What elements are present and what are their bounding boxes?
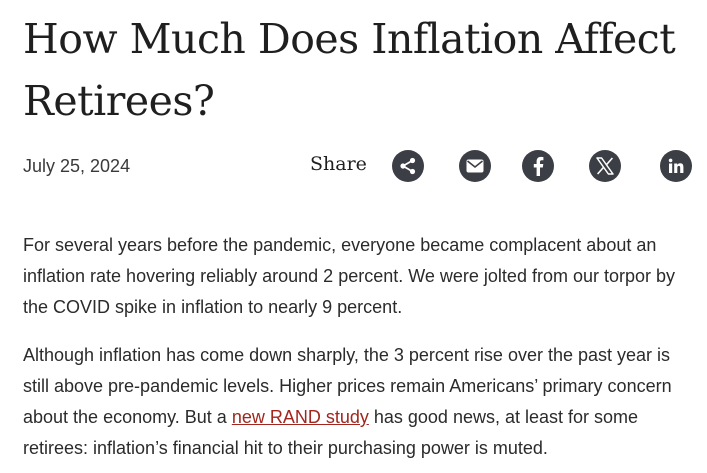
article-title: How Much Does Inflation Affect Retirees? <box>23 15 676 125</box>
article-meta: July 25, 2024 Share <box>23 150 693 186</box>
paragraph-2-text-after: has good news, at least for some retiree… <box>23 407 639 458</box>
rand-study-link[interactable]: new RAND study <box>231 407 369 427</box>
linkedin-icon <box>668 158 684 173</box>
paragraph-1: For several years before the pandemic, e… <box>23 235 676 317</box>
paragraph-2-text-before: Although inflation has come down sharply… <box>23 345 672 427</box>
share-icon <box>400 157 416 175</box>
paragraph-2: Although inflation has come down sharply… <box>23 340 695 464</box>
email-share-button[interactable] <box>459 150 491 182</box>
email-icon <box>466 159 484 173</box>
article-date: July 25, 2024 <box>23 156 131 176</box>
facebook-icon <box>533 156 544 176</box>
linkedin-share-button[interactable] <box>660 150 692 182</box>
x-share-button[interactable] <box>589 150 621 182</box>
article-body: For several years before the pandemic, e… <box>23 230 695 473</box>
x-icon <box>596 157 614 175</box>
share-button[interactable] <box>392 150 424 182</box>
share-label: Share <box>310 153 367 175</box>
facebook-share-button[interactable] <box>522 150 554 182</box>
